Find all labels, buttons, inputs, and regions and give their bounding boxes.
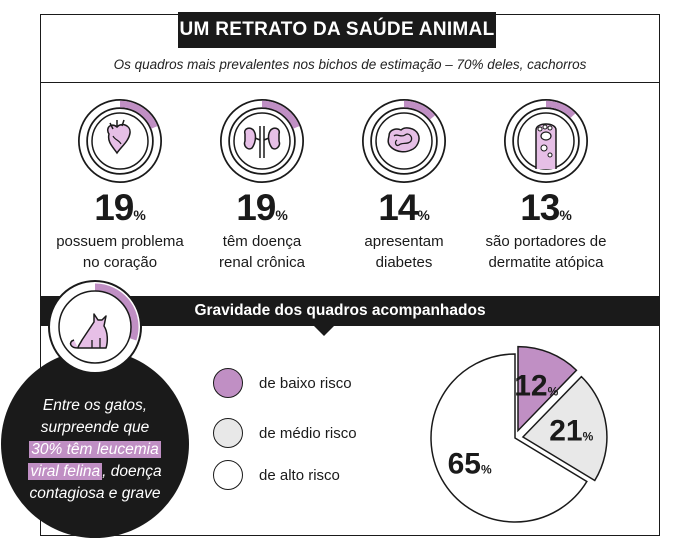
divider-top: [40, 82, 660, 83]
stat-value: 13%: [520, 187, 572, 228]
kidneys-icon: [220, 99, 304, 183]
pie-slice-low: [517, 345, 578, 433]
pie-slice-medium: [521, 375, 608, 482]
legend-item-low: de baixo risco: [213, 368, 352, 398]
stat-dermatitis: 13% são portadores de dermatite atópica: [471, 98, 621, 273]
cat-icon: [58, 283, 139, 364]
severity-pointer: [313, 325, 335, 336]
cat-badge: [48, 280, 142, 374]
page-title: UM RETRATO DA SAÚDE ANIMAL: [178, 12, 496, 48]
legend-label-medium: de médio risco: [259, 424, 357, 442]
heart-icon: [78, 99, 162, 183]
pie-slice-high: [430, 353, 588, 523]
cats-text-line: , doença: [102, 463, 162, 480]
stat-diabetes: 14% apresentam diabetes: [329, 98, 479, 273]
cats-text-line: surpreende que: [40, 419, 150, 436]
stat-value: 14%: [378, 187, 430, 228]
legend-item-high: de alto risco: [213, 460, 340, 490]
stat-value: 19%: [236, 187, 288, 228]
stat-description: possuem problema no coração: [56, 233, 184, 271]
cats-highlight: 30% têm leucemia: [29, 441, 161, 458]
cats-highlight: viral felina: [28, 463, 103, 480]
severity-title: Gravidade dos quadros acompanhados: [194, 302, 486, 319]
stat-kidney: 19% têm doença renal crônica: [187, 98, 337, 273]
paw-icon: [504, 99, 588, 183]
intestine-icon: [362, 99, 446, 183]
page-subtitle: Os quadros mais prevalentes nos bichos d…: [113, 57, 587, 72]
legend-swatch-high: [213, 460, 243, 490]
stat-value: 19%: [94, 187, 146, 228]
stat-description: têm doença renal crônica: [219, 233, 305, 271]
stat-heart: 19% possuem problema no coração: [45, 98, 195, 273]
legend-swatch-medium: [213, 418, 243, 448]
cats-text-line: Entre os gatos,: [42, 397, 148, 414]
legend-swatch-low: [213, 368, 243, 398]
severity-pie-chart: 12% 21% 65%: [415, 338, 615, 543]
cats-callout: Entre os gatos, surpreende que 30% têm l…: [1, 350, 189, 538]
stat-description: são portadores de dermatite atópica: [485, 233, 607, 271]
legend-label-low: de baixo risco: [259, 374, 352, 392]
legend-label-high: de alto risco: [259, 466, 340, 484]
legend-item-medium: de médio risco: [213, 418, 357, 448]
cats-text-line: contagiosa e grave: [29, 485, 161, 502]
severity-band: [40, 296, 660, 326]
stat-description: apresentam diabetes: [364, 233, 444, 271]
